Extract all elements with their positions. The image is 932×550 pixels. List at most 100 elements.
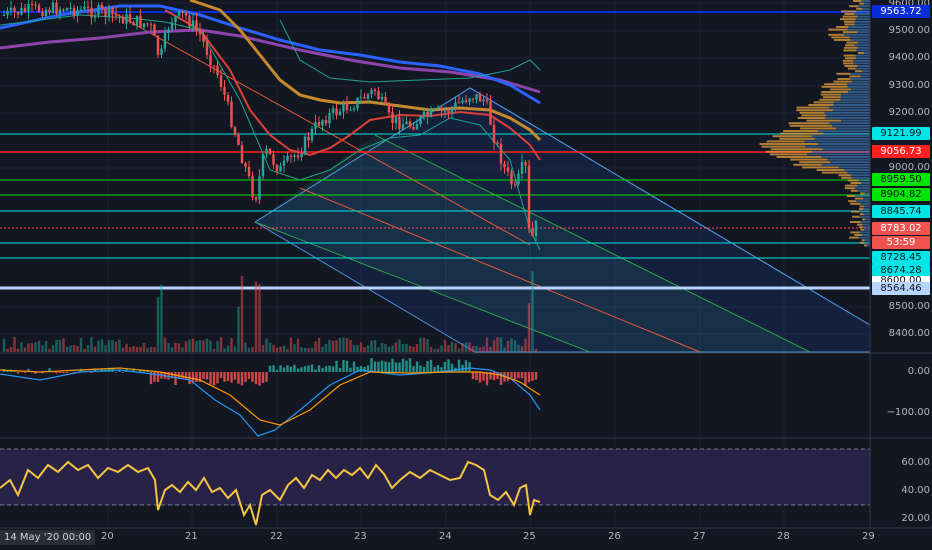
- price-grid: [0, 0, 870, 528]
- rsi-line[interactable]: [0, 460, 541, 526]
- ma-blue[interactable]: [0, 4, 541, 105]
- volume-bar: [496, 337, 499, 352]
- macd-histogram-bar: [373, 361, 377, 372]
- candle-body: [524, 162, 527, 166]
- volume-profile-bar: [765, 150, 812, 153]
- volume-profile-bar: [813, 101, 834, 104]
- bollinger-band-upper[interactable]: [279, 19, 541, 83]
- candle-body: [510, 171, 513, 185]
- price-tag[interactable]: 8564.46: [872, 282, 930, 295]
- volume-profile-bar: [825, 117, 870, 119]
- ma-orange[interactable]: [189, 0, 542, 142]
- volume-bar: [247, 347, 251, 352]
- volume-bar: [142, 343, 146, 352]
- candle-body: [489, 101, 492, 125]
- candle-body: [303, 136, 307, 154]
- macd-histogram-bar: [415, 361, 419, 372]
- macd-histogram-bar: [55, 372, 58, 374]
- volume-profile-bar: [847, 28, 870, 31]
- volume-profile-bar: [864, 192, 870, 195]
- volume-profile-bar: [862, 223, 870, 226]
- volume-profile-bar: [788, 122, 830, 125]
- candle-body: [513, 184, 517, 186]
- volume-bar: [76, 346, 79, 352]
- volume-bar: [394, 342, 398, 352]
- macd-histogram-bar: [331, 366, 335, 372]
- macd-histogram-bar: [513, 372, 517, 380]
- volume-profile-bar: [850, 39, 870, 41]
- volume-profile-bar: [759, 143, 819, 145]
- volume-profile-bar: [847, 83, 870, 86]
- candle-body: [307, 136, 310, 141]
- current-price-tag[interactable]: 8783.02: [872, 222, 930, 235]
- volume-bar: [209, 340, 212, 352]
- volume-bar: [2, 338, 6, 352]
- macd-histogram-bar: [226, 372, 230, 381]
- volume-profile-bar: [847, 85, 870, 88]
- regression-midline[interactable]: [299, 187, 701, 353]
- candle-body: [447, 110, 450, 113]
- volume-bar: [163, 337, 167, 352]
- volume-bar: [492, 340, 496, 352]
- volume-profile-bar: [861, 234, 870, 236]
- macd-histogram-bar: [419, 365, 422, 372]
- price-tag[interactable]: 9563.72: [872, 5, 930, 18]
- price-tag[interactable]: 8674.28: [872, 264, 930, 277]
- macd-histogram-bar: [380, 360, 384, 372]
- volume-profile-bar: [847, 179, 859, 182]
- candle-body: [51, 2, 55, 13]
- candle-body: [247, 166, 251, 177]
- candle-body: [345, 103, 349, 111]
- price-tag[interactable]: 8728.45: [872, 251, 930, 264]
- volume-bar: [450, 341, 454, 352]
- volume-bar: [345, 337, 349, 352]
- volume-bar: [513, 340, 517, 352]
- price-tag[interactable]: 9121.99: [872, 127, 930, 140]
- macd-signal-line[interactable]: [0, 367, 541, 426]
- candle-body: [114, 14, 118, 16]
- volume-bar: [352, 344, 356, 352]
- horizontal-levels[interactable]: [0, 11, 870, 290]
- macd-histogram-bar: [268, 365, 272, 372]
- candle-body: [139, 15, 142, 28]
- volume-bar: [223, 348, 226, 352]
- date-cursor-label: 14 May '20 00:00: [0, 530, 96, 545]
- ma-purple[interactable]: [0, 28, 541, 94]
- macd-histogram-bar: [527, 372, 531, 383]
- price-tag[interactable]: 8600.00: [872, 276, 930, 286]
- candle-body: [69, 7, 72, 9]
- candle-body: [300, 153, 303, 158]
- candlesticks[interactable]: [2, 0, 538, 243]
- volume-bar: [97, 340, 100, 352]
- volume-profile-bar: [864, 205, 870, 208]
- candle-body: [146, 23, 149, 25]
- macd-histogram-bar: [391, 358, 394, 372]
- macd-line[interactable]: [0, 367, 541, 437]
- bollinger-band[interactable]: [0, 14, 541, 251]
- volume-profile-bar: [857, 184, 870, 187]
- ma-red[interactable]: [164, 9, 541, 161]
- price-tag[interactable]: 9056.73: [872, 145, 930, 158]
- price-tag[interactable]: 8845.74: [872, 205, 930, 218]
- macd-histogram-bar: [212, 372, 216, 386]
- rsi-axis-label: 60.00: [901, 457, 930, 468]
- volume-profile-bar: [854, 70, 862, 73]
- macd-histogram-bar: [422, 366, 426, 372]
- macd-axis-label: 0.00: [907, 366, 930, 377]
- price-tag[interactable]: 8904.82: [872, 188, 930, 201]
- macd-histogram-bar: [48, 368, 51, 372]
- volume-bar: [132, 345, 135, 352]
- macd-histogram-bar: [482, 372, 485, 381]
- time-axis-label: 27: [693, 531, 706, 542]
- price-tag[interactable]: 8959.50: [872, 173, 930, 186]
- volume-profile-bar: [844, 57, 856, 60]
- volume-bar: [160, 284, 163, 352]
- volume-profile-bar: [816, 169, 845, 171]
- candle-body: [226, 94, 230, 102]
- candle-body: [118, 15, 121, 17]
- volume-profile-bar: [864, 241, 870, 244]
- volume-profile-bar: [861, 70, 870, 73]
- macd-histogram-bar: [240, 372, 244, 386]
- candle-body: [517, 173, 520, 185]
